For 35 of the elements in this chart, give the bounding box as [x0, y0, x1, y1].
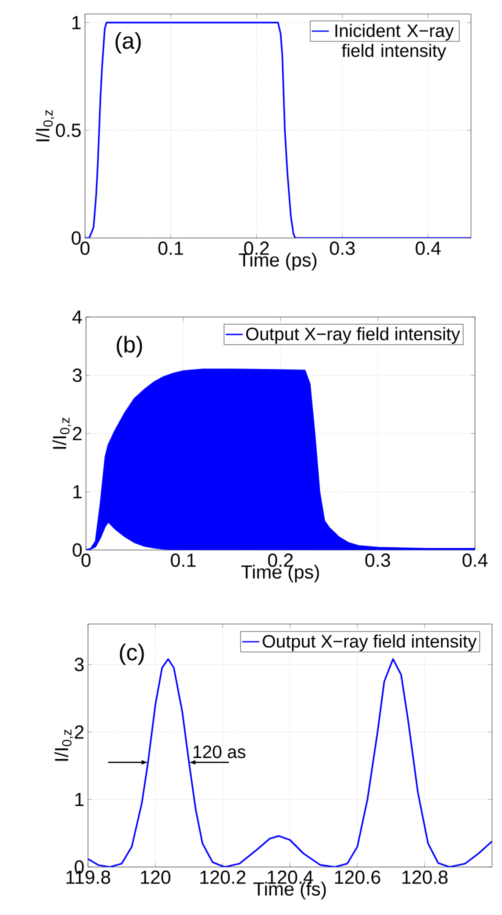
y-tick-label: 2: [72, 426, 82, 440]
y-tick-label: 1: [75, 792, 84, 806]
x-tick-label: 0.2: [268, 554, 293, 567]
x-tick-label: 120.6: [335, 870, 380, 884]
x-tick-label: 120.4: [268, 870, 314, 884]
x-axis-title: Time (ps): [238, 252, 316, 270]
x-tick-label: 0.3: [330, 242, 355, 255]
y-axis-title: I/I$_{0,z}$: [36, 110, 54, 142]
legend-label: Inicident X−ray field intensity: [335, 24, 454, 61]
annotation: (a): [116, 32, 141, 54]
y-tick-label: 4: [72, 310, 82, 324]
y-tick-label: 3: [72, 368, 82, 382]
x-tick-label: 0.4: [462, 554, 488, 567]
x-tick-label: 0.4: [416, 242, 441, 255]
y-axis-title: I/I$_{0,z}$: [52, 418, 72, 449]
x-tick-label: 0.1: [158, 242, 184, 255]
x-tick-label: 120: [140, 870, 170, 884]
y-tick-label: 0.5: [56, 124, 81, 137]
x-tick-label: 0.3: [365, 554, 390, 567]
annotation: (c): [120, 644, 144, 665]
x-tick-label: 0.1: [170, 554, 196, 567]
x-tick-label: 120.8: [402, 870, 448, 884]
legend-label: Output X−ray field intensity: [262, 634, 477, 652]
y-axis-title: I/I$_{0,z}$: [54, 730, 74, 761]
x-tick-label: 0.2: [244, 242, 269, 255]
x-tick-label: 120.2: [200, 870, 246, 884]
y-tick-label: 0: [72, 231, 81, 245]
annotation: (b): [116, 336, 142, 358]
y-tick-label: 1: [73, 485, 82, 498]
y-tick-label: 3: [74, 658, 84, 672]
annotation: 120 as: [194, 745, 246, 758]
y-tick-label: 1: [72, 16, 81, 30]
legend-label: Output X−ray field intensity: [246, 327, 460, 344]
y-tick-label: 0: [72, 543, 82, 557]
y-tick-label: 2: [74, 725, 84, 739]
